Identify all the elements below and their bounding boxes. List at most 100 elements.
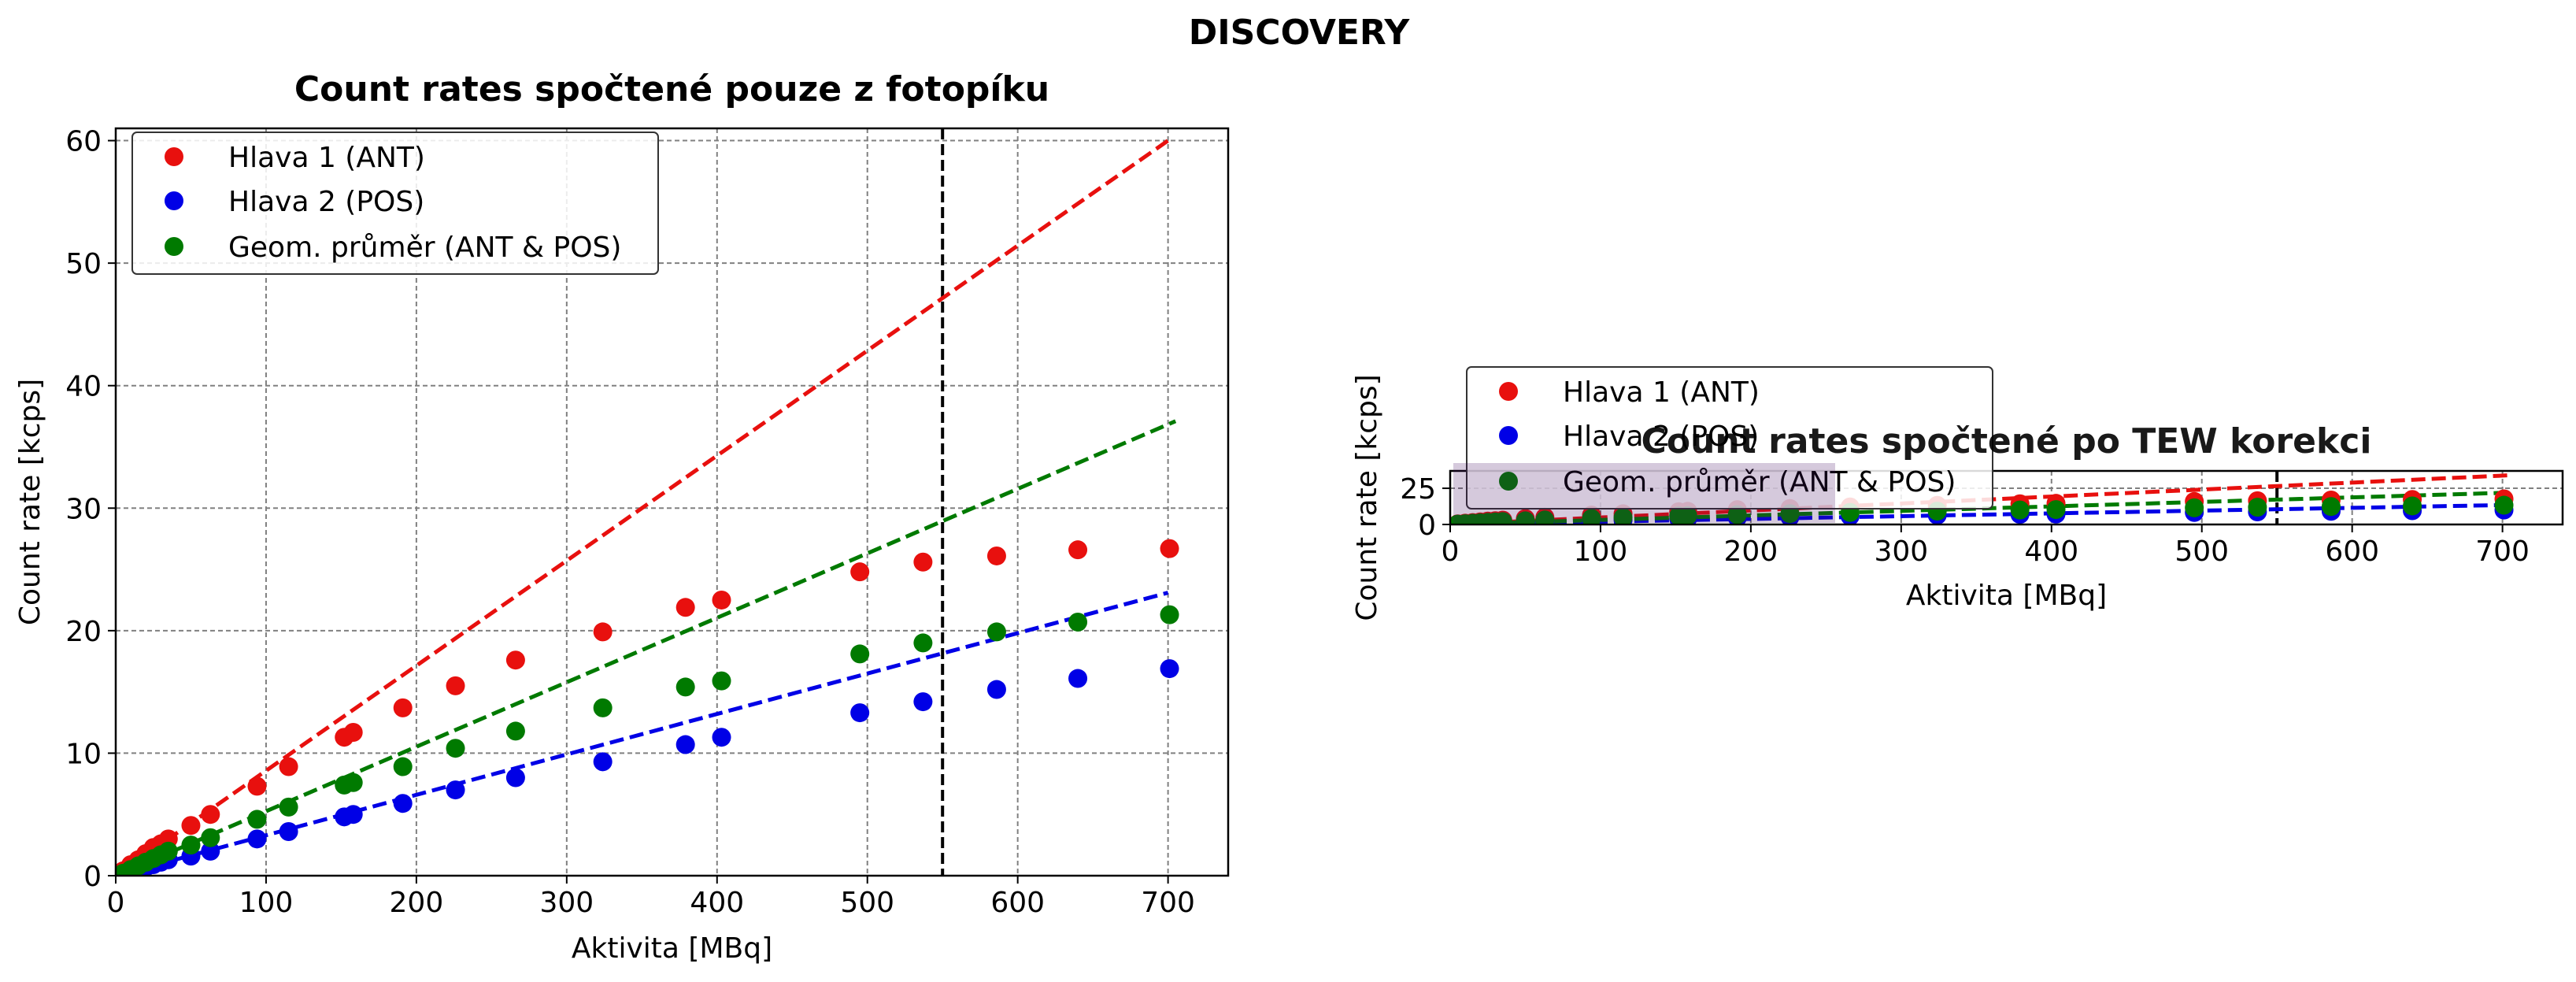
data-point-series-3 [850,644,870,664]
x-tick-label: 600 [2325,535,2379,568]
legend-label-series-1: Hlava 1 (ANT) [228,142,425,174]
data-point-series-1 [181,816,201,836]
data-point-series-3 [2046,500,2066,520]
x-axis-label: Aktivita [MBq] [1906,580,2107,612]
legend-marker-series-3 [165,237,183,256]
x-tick-label: 0 [1442,535,1460,568]
data-point-series-3 [1516,511,1535,524]
x-tick-label: 0 [107,887,125,919]
x-tick-label: 300 [1874,535,1928,568]
data-point-series-2 [850,703,870,723]
data-point-series-3 [1535,510,1555,524]
y-tick-label: 20 [65,616,102,648]
y-axis-label: Count rate [kcps] [1351,374,1383,621]
data-point-series-3 [1613,508,1633,524]
legend-marker-series-1 [1499,382,1518,401]
data-point-series-3 [279,797,298,817]
charts-layer: 0 100 200 300 400 500 600 700 0 10 20 30 40 50 60 Aktiv… [14,69,2564,965]
data-point-series-3 [1493,512,1512,524]
data-point-series-1 [343,722,363,742]
data-point-series-1 [201,805,220,825]
data-point-series-1 [850,562,870,582]
chart-1: 0 100 200 300 400 500 600 700 0 10 20 30 40 50 60 Aktiv… [14,69,1230,965]
y-tick-label: 25 [1400,473,1436,506]
data-point-series-1 [1068,540,1088,560]
y-tick-label: 40 [65,371,102,403]
chart-title: Count rates spočtené pouze z fotopíku [294,69,1049,109]
legend-label-series-3: Geom. průměr (ANT & POS) [228,232,621,264]
data-point-series-3 [712,671,731,691]
data-point-series-2 [1160,659,1179,679]
data-point-series-3 [1068,612,1088,632]
x-tick-label: 400 [690,887,744,919]
x-tick-label: 700 [2475,535,2530,568]
data-point-series-3 [505,721,525,741]
legend-label-series-2: Hlava 2 (POS) [228,186,424,218]
data-point-series-1 [505,650,525,670]
data-point-series-1 [393,698,413,717]
legend-box [1466,366,1993,510]
chart-title: Count rates spočtené po TEW korekci [1641,421,2372,461]
data-point-series-3 [1727,505,1747,524]
data-point-series-1 [913,552,933,572]
axes-frame [114,127,1230,877]
legend-label-series-1: Hlava 1 (ANT) [1563,376,1760,409]
data-point-series-2 [201,841,220,861]
data-point-series-1 [279,757,298,776]
data-point-series-2 [675,735,695,754]
data-point-series-2 [712,728,731,747]
data-point-series-3 [913,633,933,653]
data-point-series-2 [986,680,1006,699]
x-tick-label: 200 [1724,535,1778,568]
data-point-series-1 [712,590,731,610]
y-tick-label: 0 [1418,510,1436,542]
y-tick-label: 10 [65,738,102,770]
x-tick-label: 200 [390,887,444,919]
data-point-series-2 [279,821,298,841]
y-axis-label: Count rate [kcps] [14,379,46,625]
legend: Hlava 1 (ANT) Hlava 2 (POS) Geom. průměr (… [1466,366,1993,510]
data-point-series-3 [2321,497,2341,517]
data-point-series-3 [593,698,613,717]
data-point-series-3 [1160,605,1179,624]
data-point-series-3 [986,622,1006,642]
data-point-series-3 [675,677,695,697]
data-point-series-3 [201,828,220,847]
x-tick-label: 300 [539,887,594,919]
x-tick-label: 500 [840,887,894,919]
data-point-series-3 [2403,496,2422,516]
legend-label-series-2: Hlava 2 (POS) [1563,421,1759,453]
data-point-series-1 [675,598,695,617]
y-tick-label: 0 [83,861,102,893]
legend-label-series-3: Geom. průměr (ANT & POS) [1563,466,1956,498]
data-point-series-1 [446,676,465,695]
data-point-series-2 [505,768,525,787]
figure-suptitle: DISCOVERY [1189,13,1411,53]
legend-overlap-patch [1453,463,1835,523]
data-point-series-3 [2494,495,2514,515]
x-tick-label: 600 [990,887,1045,919]
legend-marker-series-1 [165,147,183,166]
fit-line-series-1 [116,139,1170,876]
data-point-series-1 [247,776,267,796]
data-point-series-3 [2185,498,2204,517]
legend: Hlava 1 (ANT) Hlava 2 (POS) Geom. průměr (… [131,132,659,275]
data-point-series-3 [1582,509,1601,524]
legend-marker-series-2 [165,191,183,210]
data-point-series-1 [593,622,613,642]
data-point-series-3 [393,757,413,776]
x-tick-label: 100 [1574,535,1628,568]
data-point-series-3 [446,739,465,758]
data-point-series-2 [446,780,465,800]
y-tick-label: 60 [65,126,102,158]
data-point-series-3 [1678,506,1697,524]
data-point-series-3 [181,836,201,855]
y-tick-label: 30 [65,493,102,525]
x-axis-label: Aktivita [MBq] [572,932,772,965]
data-point-series-2 [593,752,613,772]
x-tick-label: 500 [2174,535,2229,568]
legend-marker-series-2 [1499,426,1518,445]
data-point-series-1 [1160,539,1179,558]
data-point-series-3 [247,810,267,829]
